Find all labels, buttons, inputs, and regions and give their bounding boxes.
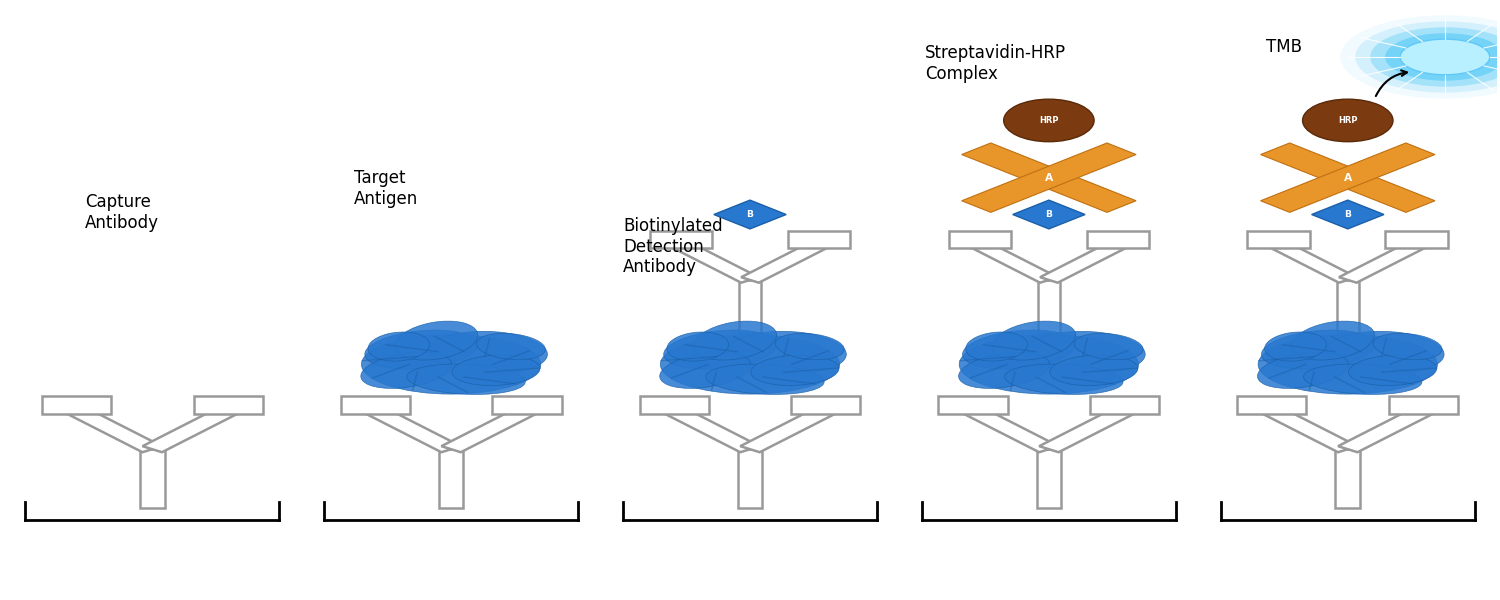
- Text: Capture
Antibody: Capture Antibody: [86, 193, 159, 232]
- Bar: [1335, 449, 1360, 508]
- Ellipse shape: [752, 355, 839, 386]
- Bar: [740, 280, 760, 334]
- Bar: [664, 407, 759, 452]
- Bar: [1262, 407, 1358, 452]
- Bar: [672, 242, 759, 283]
- Ellipse shape: [1258, 335, 1437, 394]
- Circle shape: [1384, 33, 1500, 81]
- Bar: [1260, 143, 1436, 212]
- Ellipse shape: [660, 352, 750, 388]
- Text: Target
Antigen: Target Antigen: [354, 169, 419, 208]
- Circle shape: [1400, 39, 1490, 75]
- Ellipse shape: [1292, 321, 1374, 360]
- Bar: [440, 449, 464, 508]
- Ellipse shape: [1302, 99, 1394, 142]
- Bar: [1248, 232, 1310, 248]
- Bar: [741, 242, 828, 283]
- Bar: [650, 232, 712, 248]
- Ellipse shape: [1372, 334, 1442, 360]
- Ellipse shape: [394, 321, 478, 360]
- Bar: [1340, 242, 1425, 283]
- Bar: [1389, 396, 1458, 413]
- Ellipse shape: [368, 332, 429, 361]
- Ellipse shape: [362, 335, 542, 394]
- Bar: [962, 143, 1136, 212]
- Ellipse shape: [729, 331, 846, 374]
- Bar: [366, 407, 460, 452]
- Ellipse shape: [364, 330, 477, 369]
- Bar: [1090, 396, 1160, 413]
- Bar: [741, 407, 836, 452]
- Bar: [738, 449, 762, 508]
- Ellipse shape: [406, 364, 525, 394]
- Ellipse shape: [1005, 364, 1124, 394]
- Ellipse shape: [693, 321, 777, 360]
- Bar: [1260, 143, 1436, 212]
- Circle shape: [1370, 27, 1500, 86]
- Text: Biotinylated
Detection
Antibody: Biotinylated Detection Antibody: [622, 217, 723, 277]
- Bar: [340, 396, 410, 413]
- Ellipse shape: [993, 321, 1076, 360]
- Ellipse shape: [958, 335, 1138, 394]
- Ellipse shape: [452, 355, 540, 386]
- Bar: [1086, 232, 1149, 248]
- Bar: [788, 232, 850, 248]
- Text: HRP: HRP: [1040, 116, 1059, 125]
- Ellipse shape: [1262, 330, 1374, 369]
- Bar: [1038, 280, 1060, 334]
- Ellipse shape: [963, 330, 1076, 369]
- Ellipse shape: [1050, 355, 1137, 386]
- Text: B: B: [1046, 210, 1053, 219]
- Bar: [194, 396, 262, 413]
- Bar: [66, 407, 162, 452]
- Ellipse shape: [660, 335, 840, 394]
- Ellipse shape: [1074, 334, 1143, 360]
- Bar: [1238, 396, 1306, 413]
- Text: A: A: [1046, 173, 1053, 182]
- Ellipse shape: [362, 352, 452, 388]
- Circle shape: [1341, 16, 1500, 98]
- Bar: [142, 407, 238, 452]
- Bar: [963, 407, 1059, 452]
- Bar: [1336, 280, 1359, 334]
- Text: TMB: TMB: [1266, 38, 1302, 56]
- Text: HRP: HRP: [1338, 116, 1358, 125]
- Bar: [970, 242, 1058, 283]
- Bar: [639, 396, 708, 413]
- Ellipse shape: [1304, 364, 1422, 394]
- Circle shape: [1356, 21, 1500, 92]
- Text: Streptavidin-HRP
Complex: Streptavidin-HRP Complex: [926, 44, 1066, 83]
- Text: B: B: [747, 210, 753, 219]
- Ellipse shape: [1326, 331, 1444, 374]
- Bar: [441, 407, 537, 452]
- Bar: [1338, 407, 1434, 452]
- Ellipse shape: [477, 334, 546, 360]
- Bar: [1040, 407, 1134, 452]
- Bar: [962, 143, 1136, 212]
- Ellipse shape: [663, 330, 777, 369]
- Ellipse shape: [776, 334, 844, 360]
- Ellipse shape: [429, 331, 548, 374]
- Ellipse shape: [966, 332, 1028, 361]
- Bar: [1036, 449, 1060, 508]
- Bar: [492, 396, 561, 413]
- Ellipse shape: [1004, 99, 1094, 142]
- Ellipse shape: [668, 332, 729, 361]
- Bar: [42, 396, 111, 413]
- Bar: [1270, 242, 1356, 283]
- Bar: [792, 396, 861, 413]
- Text: B: B: [1344, 210, 1352, 219]
- Bar: [948, 232, 1011, 248]
- Ellipse shape: [1348, 355, 1437, 386]
- Bar: [140, 449, 165, 508]
- Ellipse shape: [958, 352, 1050, 388]
- Ellipse shape: [1257, 352, 1348, 388]
- Bar: [1040, 242, 1126, 283]
- Ellipse shape: [1028, 331, 1144, 374]
- Bar: [939, 396, 1008, 413]
- Bar: [1386, 232, 1448, 248]
- Ellipse shape: [1264, 332, 1326, 361]
- Ellipse shape: [705, 364, 824, 394]
- Text: A: A: [1344, 173, 1352, 182]
